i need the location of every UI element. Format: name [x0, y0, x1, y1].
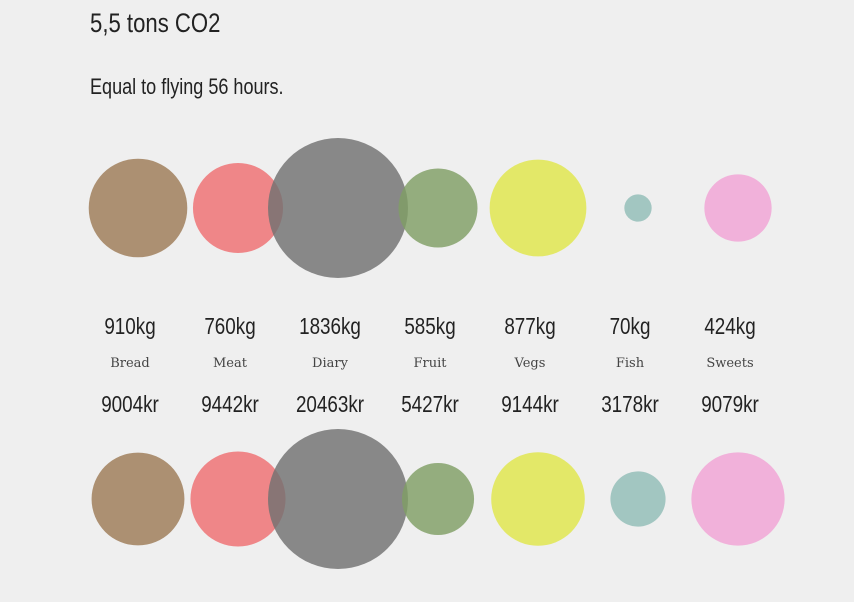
co2-value-label-sweets: 424kg [704, 314, 755, 339]
co2-total-title: 5,5 tons CO2 [90, 8, 221, 38]
cost-value-label-vegs: 9144kr [501, 392, 559, 417]
category-label-diary: Diary [312, 356, 349, 371]
co2-bubble-diary [268, 138, 408, 278]
cost-value-label-sweets: 9079kr [701, 392, 759, 417]
flight-equivalent-subtitle: Equal to flying 56 hours. [90, 74, 284, 99]
co2-value-label-fruit: 585kg [404, 314, 455, 339]
co2-bubble-vegs [489, 159, 587, 257]
co2-value-label-meat: 760kg [204, 314, 255, 339]
cost-bubble-sweets [691, 452, 785, 546]
co2-bubble-fish [624, 194, 652, 222]
cost-bubble-fish [610, 471, 666, 527]
cost-value-label-fish: 3178kr [601, 392, 659, 417]
category-label-sweets: Sweets [706, 356, 753, 371]
co2-value-label-vegs: 877kg [504, 314, 555, 339]
co2-bubble-meat [192, 162, 284, 254]
cost-bubble-fruit [401, 462, 475, 536]
cost-value-label-meat: 9442kr [201, 392, 259, 417]
co2-value-label-diary: 1836kg [299, 314, 361, 339]
cost-bubble-vegs [491, 452, 585, 546]
category-label-vegs: Vegs [514, 356, 546, 371]
cost-bubble-diary [268, 429, 408, 569]
cost-bubble-meat [190, 451, 286, 547]
cost-value-label-fruit: 5427kr [401, 392, 459, 417]
co2-bubble-sweets [704, 174, 772, 242]
co2-bubble-bread [88, 158, 188, 258]
cost-bubble-bread [91, 452, 185, 546]
category-label-fruit: Fruit [414, 356, 448, 371]
co2-value-label-bread: 910kg [104, 314, 155, 339]
category-label-bread: Bread [110, 356, 150, 371]
cost-value-label-diary: 20463kr [296, 392, 364, 417]
co2-bubble-fruit [398, 168, 478, 248]
co2-value-label-fish: 70kg [610, 314, 651, 339]
category-label-meat: Meat [213, 356, 248, 371]
category-label-fish: Fish [616, 356, 645, 371]
cost-value-label-bread: 9004kr [101, 392, 159, 417]
